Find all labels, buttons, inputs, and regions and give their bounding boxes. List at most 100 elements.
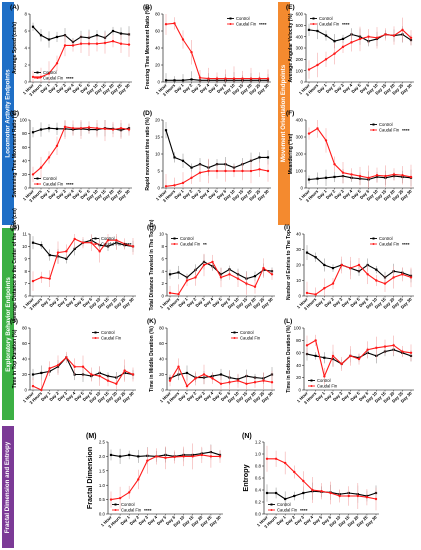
x-tick-label: Day 5 [73,296,85,308]
data-point-caudal-fin [111,128,115,131]
legend-label: Caudal Fin [379,128,400,133]
x-tick-label: Day 4 [341,390,353,402]
x-tick-label: Day 3 [55,82,67,94]
legend-marker [270,503,273,506]
data-point-control [109,453,113,457]
x-tick-label: Day 6 [321,514,333,526]
data-point-caudal-fin [211,260,214,264]
data-point-control [284,497,287,501]
data-point-caudal-fin [98,250,101,253]
x-tick-label: Day 2 [129,514,141,526]
panel-letter: (M) [86,433,97,440]
x-tick-label: Day 6 [358,296,370,308]
y-tick-label: 300 [296,46,304,51]
x-tick-label: Day 4 [147,514,159,526]
data-point-control [48,253,51,257]
data-point-control [181,159,185,162]
data-point-caudal-fin [39,166,43,169]
data-point-caudal-fin [219,382,223,385]
data-point-control [333,175,336,179]
data-point-control [47,38,51,41]
data-point-caudal-fin [375,279,378,282]
legend-marker [36,177,39,180]
legend-marker [310,385,313,387]
data-point-caudal-fin [118,496,122,500]
data-point-caudal-fin [409,36,413,39]
y-axis-label: Time in Middle Duration (%) [149,326,155,392]
data-point-control [164,79,168,82]
y-tick-label: 0 [162,388,165,393]
y-tick-label: 20 [155,63,160,68]
data-point-caudal-fin [127,43,131,46]
data-point-control [333,40,336,43]
legend-label: Control [379,122,393,127]
data-point-caudal-fin [115,382,118,385]
y-tick-label: 10 [159,232,164,237]
y-tick-label: 0 [25,80,28,85]
data-point-caudal-fin [270,381,274,384]
x-tick-label: Day 5 [207,82,219,94]
y-tick-label: 40 [296,232,301,237]
legend-label: Control [43,176,57,181]
x-tick-label: Day 3 [55,188,67,200]
x-tick-label: Day 3 [333,82,345,94]
data-point-caudal-fin [258,77,261,80]
y-tick-label: 0 [301,80,304,85]
data-point-control [173,79,176,82]
data-point-caudal-fin [236,379,240,382]
x-tick-label: Day 2 [186,296,198,308]
data-point-control [314,256,317,259]
x-tick-label: Day 1 [275,514,287,526]
y-tick-label: 0.4 [255,488,262,493]
y-axis-label: Rapid movement time ratio (%) [145,117,151,191]
y-axis-label: Average Distance to the Center of the Ta… [12,208,18,322]
x-tick-label: Day 5 [350,82,362,94]
data-point-caudal-fin [194,276,197,279]
y-tick-label: 600 [296,12,304,17]
x-tick-label: Day 6 [79,188,91,200]
data-point-caudal-fin [224,77,227,80]
y-tick-label: 6 [25,29,28,34]
legend-marker [36,71,39,74]
data-point-caudal-fin [374,497,378,501]
data-point-control [316,29,319,33]
y-tick-label: 1.0 [255,452,262,457]
data-point-caudal-fin [131,373,135,376]
data-point-caudal-fin [392,34,396,37]
data-point-caudal-fin [106,239,110,242]
data-point-caudal-fin [324,139,328,142]
legend-label: Caudal Fin [101,242,122,247]
x-tick-label: Day 4 [63,82,75,94]
y-tick-label: 5 [158,169,161,174]
data-point-control [316,177,319,180]
x-tick-label: Day 3 [332,296,344,308]
data-point-caudal-fin [56,251,60,254]
data-point-caudal-fin [266,77,270,80]
section-label-0: Locomotor Activity Endpoints [2,2,14,225]
x-tick-label: Day 1 [173,82,185,94]
x-tick-label: Day 5 [349,390,361,402]
significance-stars: ** [203,242,207,248]
data-point-caudal-fin [383,282,387,285]
y-tick-label: 6 [25,294,28,299]
legend-marker [372,237,375,240]
data-point-caudal-fin [181,38,185,41]
data-point-control [55,35,59,39]
data-point-caudal-fin [119,42,123,45]
y-tick-label: 100 [294,326,302,331]
x-tick-label: Day 2 [325,188,337,200]
data-point-control [40,244,43,247]
data-point-caudal-fin [40,276,43,279]
x-tick-label: Day 1 [316,82,328,94]
y-tick-label: 200 [296,152,304,157]
data-point-control [323,356,326,359]
legend-label: Caudal Fin [240,336,261,341]
x-tick-label: Day 6 [216,188,228,200]
data-point-caudal-fin [79,126,83,130]
x-tick-label: Day 3 [57,390,69,402]
data-point-caudal-fin [79,42,83,45]
y-tick-label: 40 [296,363,301,368]
